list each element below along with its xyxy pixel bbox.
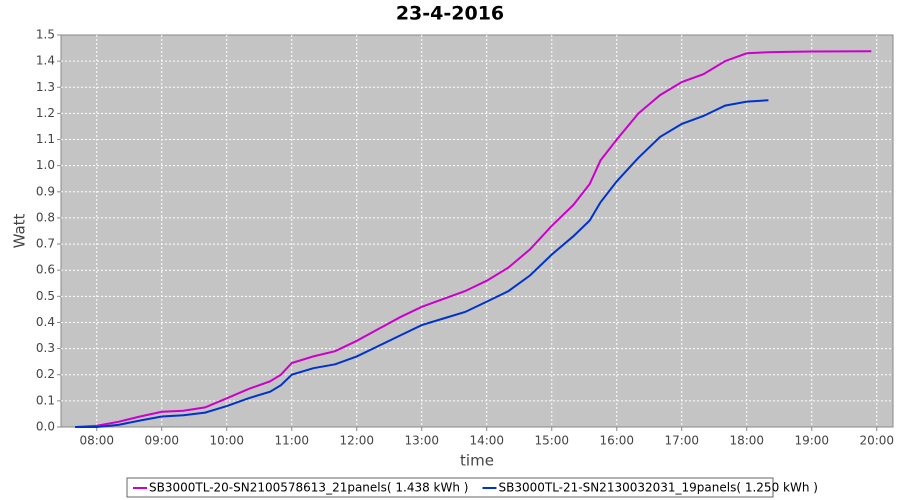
legend-label: SB3000TL-21-SN2130032031_19panels( 1.250… (498, 481, 817, 495)
x-tick-label: 12:00 (339, 434, 374, 448)
y-tick-label: 1.3 (36, 80, 55, 94)
legend-label: SB3000TL-20-SN2100578613_21panels( 1.438… (149, 481, 468, 495)
series-line (75, 50, 872, 428)
x-tick-label: 17:00 (664, 434, 699, 448)
x-tick-label: 08:00 (79, 434, 114, 448)
x-tick-label: 09:00 (144, 434, 179, 448)
x-axis-label: time (460, 452, 494, 470)
y-tick-label: 0.4 (36, 315, 55, 329)
y-tick-label: 0.3 (36, 341, 55, 355)
plot-area (60, 34, 894, 428)
y-tick-label: 1.4 (36, 54, 55, 68)
y-tick-label: 0.1 (36, 393, 55, 407)
x-tick-label: 15:00 (534, 434, 569, 448)
x-tick-label: 10:00 (209, 434, 244, 448)
y-tick-label: 0.8 (36, 210, 55, 224)
x-tick-label: 14:00 (469, 434, 504, 448)
y-tick-label: 1.2 (36, 106, 55, 120)
y-tick-label: 0.9 (36, 184, 55, 198)
y-tick-label: 0.0 (36, 420, 55, 434)
y-tick-label: 1.0 (36, 158, 55, 172)
legend (126, 477, 774, 498)
x-tick-label: 20:00 (859, 434, 894, 448)
x-tick-label: 16:00 (599, 434, 634, 448)
x-tick-label: 11:00 (274, 434, 309, 448)
x-tick-label: 19:00 (794, 434, 829, 448)
x-tick-label: 18:00 (729, 434, 764, 448)
x-tick-label: 13:00 (404, 434, 439, 448)
y-tick-label: 0.7 (36, 237, 55, 251)
y-axis-label: Watt (11, 213, 29, 248)
y-tick-label: 0.5 (36, 289, 55, 303)
chart-title: 23-4-2016 (396, 3, 504, 25)
y-tick-label: 0.6 (36, 263, 55, 277)
series-line (75, 99, 769, 428)
y-tick-label: 1.1 (36, 132, 55, 146)
y-tick-label: 0.2 (36, 367, 55, 381)
y-tick-label: 1.5 (36, 28, 55, 42)
